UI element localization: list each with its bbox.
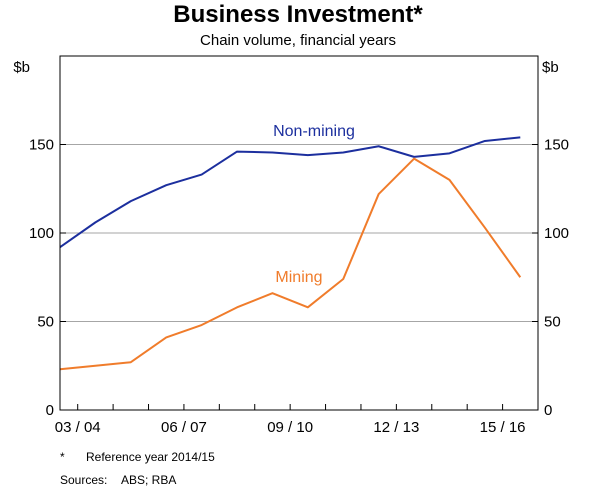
- left-tick-label-150: 150: [29, 137, 54, 154]
- series-lines: [59, 136, 522, 371]
- x-tick-label-1: 06 / 07: [161, 419, 207, 436]
- gridlines: [60, 144, 538, 322]
- left-tick-label-0: 0: [46, 402, 54, 419]
- left-axis-unit: $b: [13, 59, 30, 76]
- series-line-mining: [59, 157, 522, 371]
- footnote-asterisk: *: [60, 450, 65, 464]
- x-tick-label-4: 15 / 16: [480, 419, 526, 436]
- chart-title: Business Investment*: [173, 1, 423, 28]
- footnote-sources-label: Sources:: [60, 473, 107, 487]
- right-tick-label-50: 50: [544, 314, 561, 331]
- right-tick-label-0: 0: [544, 402, 552, 419]
- footnote-reference: Reference year 2014/15: [86, 450, 215, 464]
- left-tick-label-50: 50: [37, 314, 54, 331]
- right-tick-label-100: 100: [544, 225, 569, 242]
- series-label-non-mining: Non-mining: [273, 123, 355, 140]
- footnote-sources-value: ABS; RBA: [121, 473, 176, 487]
- series-line-non-mining: [59, 136, 521, 248]
- right-axis-unit: $b: [542, 59, 559, 76]
- right-tick-label-150: 150: [544, 137, 569, 154]
- series-label-mining: Mining: [275, 269, 322, 286]
- x-tick-label-3: 12 / 13: [373, 419, 419, 436]
- x-tick-label-0: 03 / 04: [55, 419, 101, 436]
- x-tick-label-2: 09 / 10: [267, 419, 313, 436]
- axes: 0 0 50 50 100 100 150 150 03 / 04 06 / 07 09 / 10 1…: [29, 137, 569, 437]
- left-tick-label-100: 100: [29, 225, 54, 242]
- chart-subtitle: Chain volume, financial years: [200, 32, 396, 49]
